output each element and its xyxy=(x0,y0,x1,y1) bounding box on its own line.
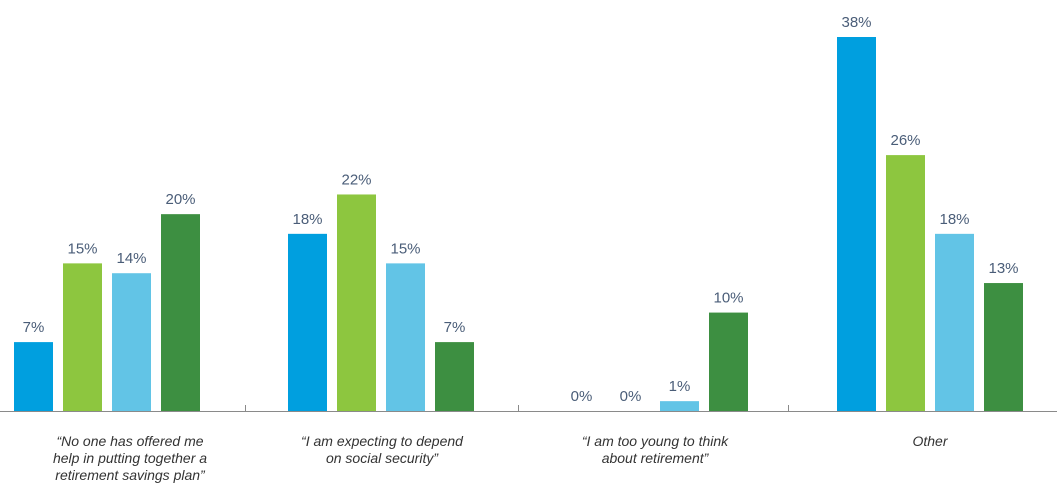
bar-c1-s2 xyxy=(386,263,425,411)
category-label-2: “I am too young to think about retirement… xyxy=(582,433,729,466)
value-label-c1-s0: 18% xyxy=(292,211,322,228)
value-label-c2-s3: 10% xyxy=(713,290,743,307)
bar-c3-s3 xyxy=(984,283,1023,411)
value-label-c3-s0: 38% xyxy=(841,14,871,31)
bar-c1-s0 xyxy=(288,233,327,411)
value-labels-group: 7% 15% 14% 20% 18% 22% 15% 7% 0% 0% 1% 10% 38% 26% 18%… xyxy=(23,14,1019,405)
bars-group xyxy=(14,37,1023,411)
bar-c0-s0 xyxy=(14,342,53,411)
value-label-c3-s1: 26% xyxy=(890,132,920,149)
value-label-c2-s2: 1% xyxy=(669,378,691,395)
value-label-c1-s3: 7% xyxy=(444,319,466,336)
bar-c0-s1 xyxy=(63,263,102,411)
bar-c3-s1 xyxy=(886,155,925,411)
value-label-c3-s2: 18% xyxy=(939,211,969,228)
value-label-c2-s1: 0% xyxy=(620,388,642,405)
value-label-c2-s0: 0% xyxy=(571,388,593,405)
category-labels-group: “No one has offered me help in putting to… xyxy=(53,433,949,483)
bar-c3-s2 xyxy=(935,233,974,411)
bar-c2-s2 xyxy=(660,401,699,411)
value-label-c1-s2: 15% xyxy=(390,240,420,257)
category-label-3: Other xyxy=(912,433,948,449)
value-label-c0-s1: 15% xyxy=(67,240,97,257)
category-label-1: “I am expecting to depend on social secur… xyxy=(301,433,464,466)
bar-c2-s3 xyxy=(709,312,748,411)
category-label-0: “No one has offered me help in putting to… xyxy=(53,433,207,483)
value-label-c0-s0: 7% xyxy=(23,319,45,336)
value-label-c3-s3: 13% xyxy=(988,260,1018,277)
value-label-c0-s3: 20% xyxy=(165,191,195,208)
bar-c1-s1 xyxy=(337,194,376,411)
value-label-c0-s2: 14% xyxy=(116,250,146,267)
bar-c3-s0 xyxy=(837,37,876,411)
x-axis xyxy=(0,405,1057,412)
value-label-c1-s1: 22% xyxy=(341,171,371,188)
bar-c0-s3 xyxy=(161,214,200,411)
bar-c0-s2 xyxy=(112,273,151,411)
bar-c1-s3 xyxy=(435,342,474,411)
